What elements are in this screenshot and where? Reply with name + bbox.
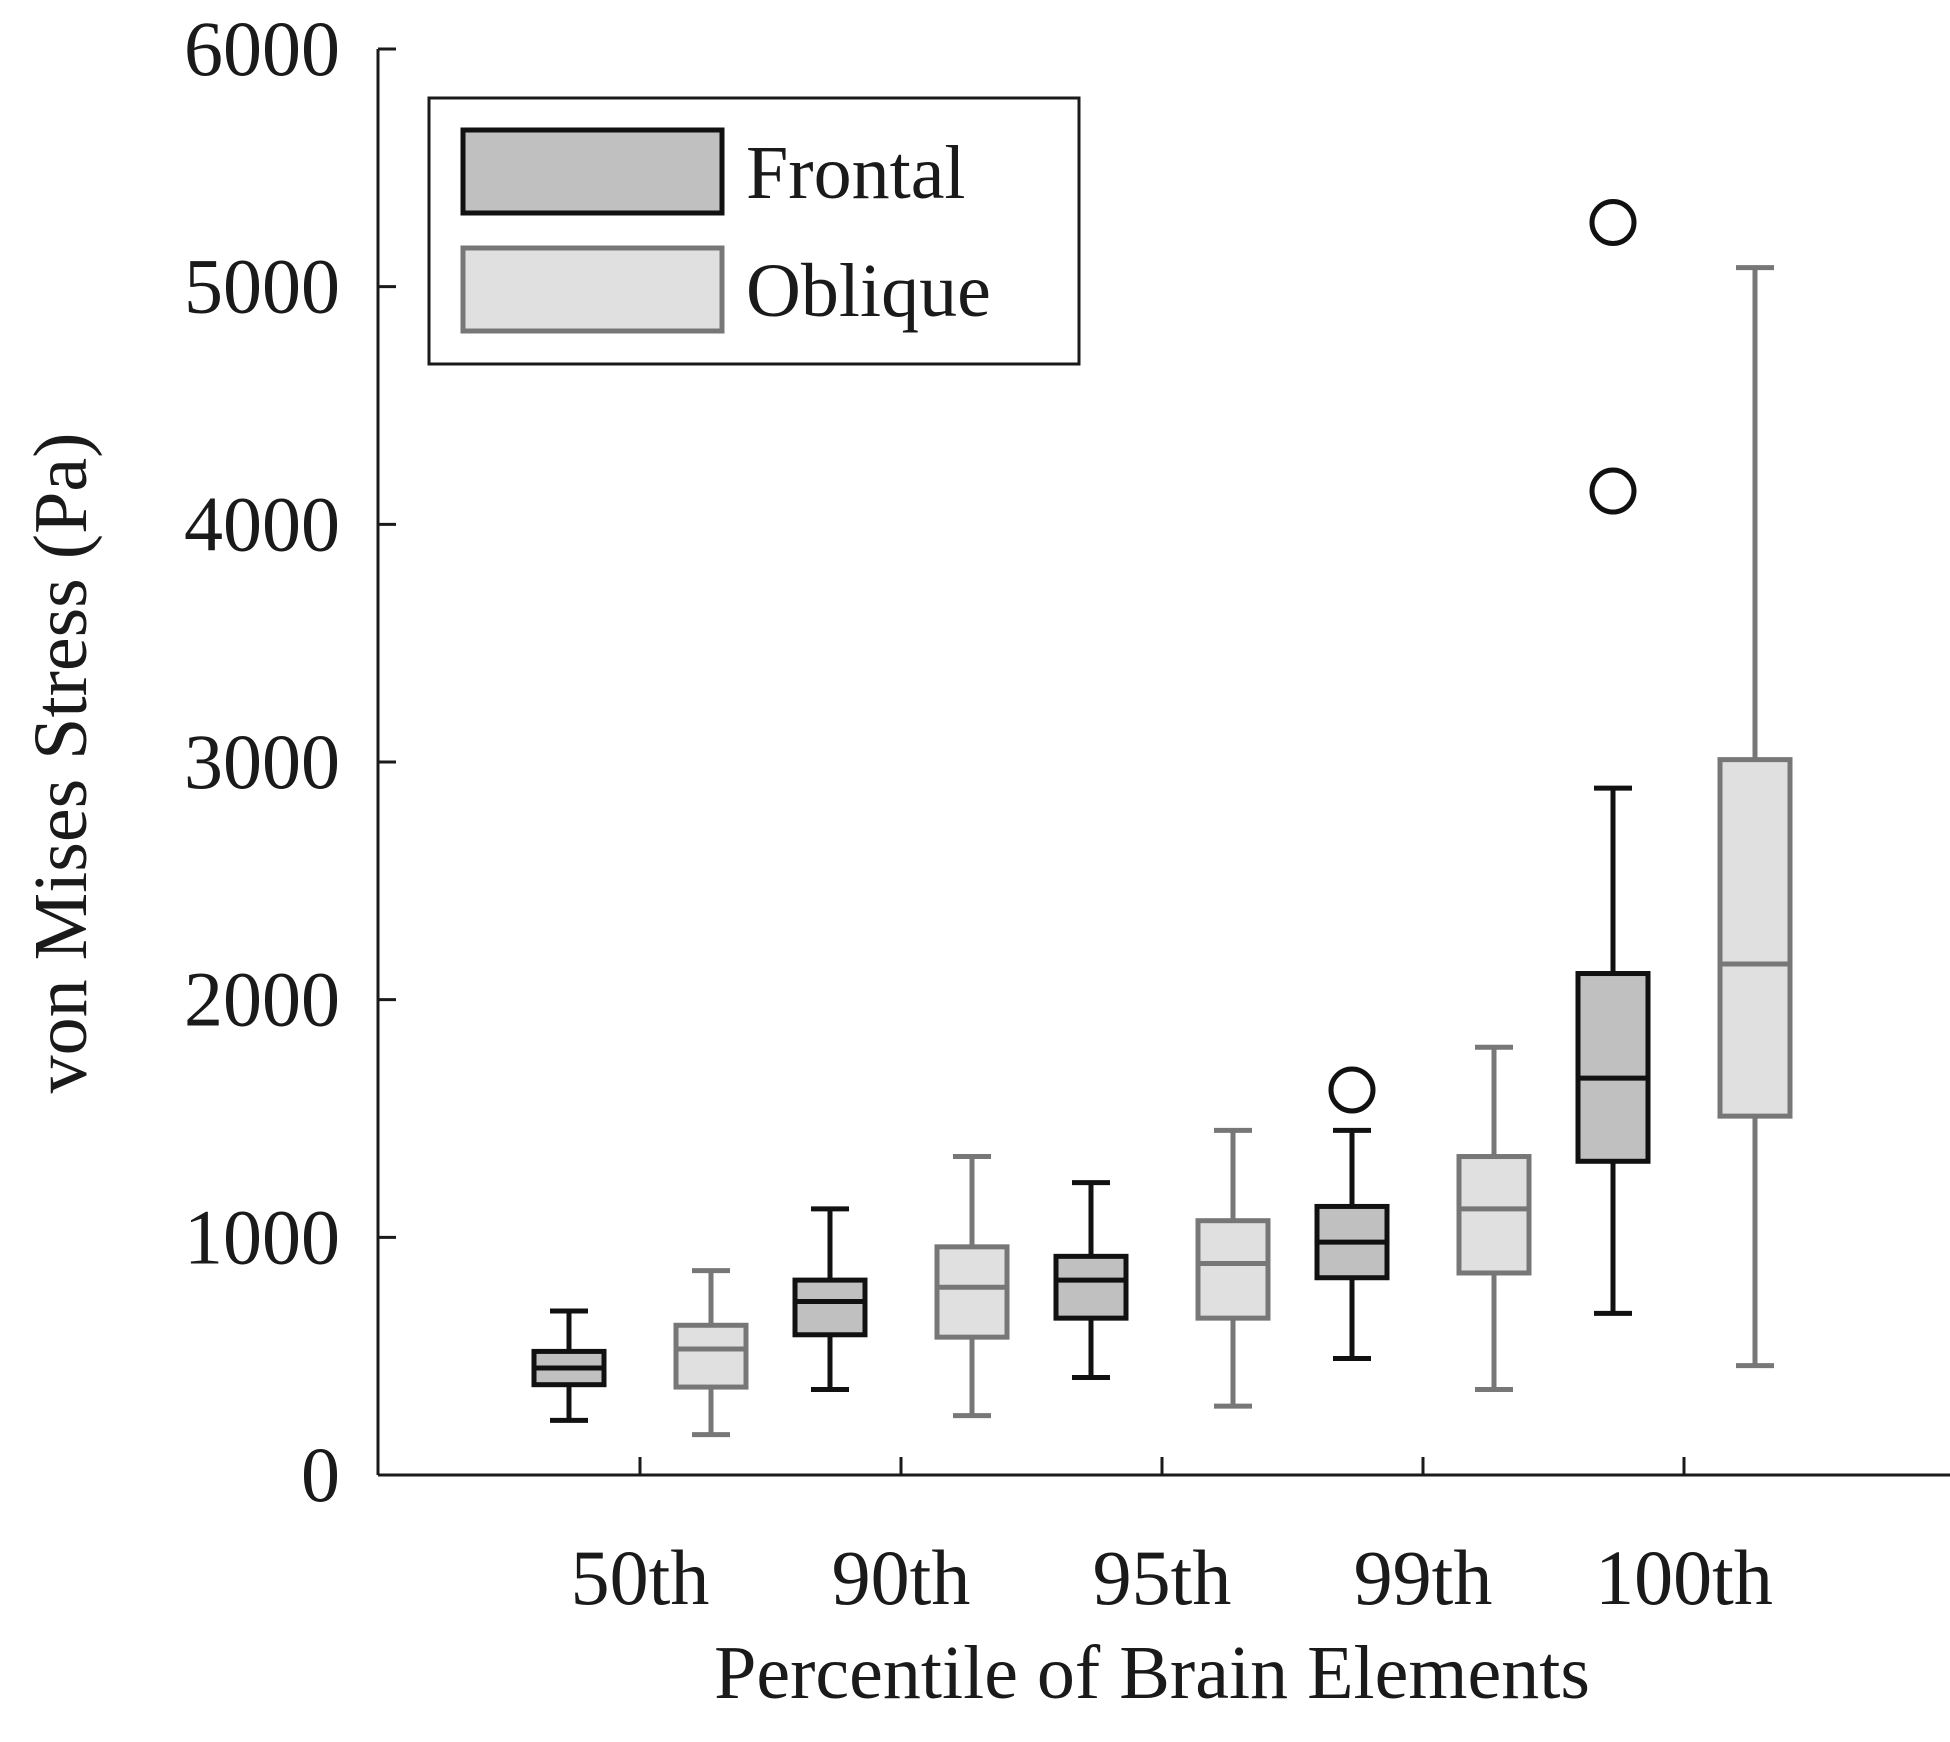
box-frontal-90th	[792, 1206, 868, 1392]
box-oblique-90th	[934, 1154, 1010, 1419]
y-tick-label: 3000	[184, 718, 340, 805]
box-oblique-95th	[1195, 1127, 1271, 1409]
legend-swatch-oblique	[460, 245, 725, 334]
y-tick-label: 4000	[184, 480, 340, 567]
x-axis-title: Percentile of Brain Elements	[714, 1631, 1590, 1715]
legend: Frontal Oblique	[427, 96, 1081, 366]
y-tick-label: 6000	[184, 5, 340, 92]
outlier-point	[1589, 198, 1637, 246]
box-oblique-50th	[673, 1268, 749, 1438]
box-frontal-100th	[1575, 198, 1651, 1316]
x-tick-label: 100th	[1595, 1534, 1773, 1621]
x-tick-label: 90th	[832, 1534, 971, 1621]
x-tick-label: 50th	[571, 1534, 710, 1621]
legend-label-frontal: Frontal	[746, 131, 966, 215]
iqr-box	[792, 1277, 868, 1338]
iqr-box	[1717, 757, 1793, 1119]
iqr-box	[1195, 1218, 1271, 1321]
box-oblique-99th	[1456, 1044, 1532, 1392]
legend-swatch-frontal	[460, 127, 725, 216]
iqr-box	[1575, 971, 1651, 1164]
y-tick-label: 2000	[184, 956, 340, 1043]
box-plot-marks	[531, 198, 1793, 1438]
box-frontal-95th	[1053, 1180, 1129, 1381]
y-tick-label: 1000	[184, 1193, 340, 1280]
iqr-box	[934, 1244, 1010, 1340]
box-frontal-50th	[531, 1308, 607, 1423]
axes: 0 1000 2000 3000 4000 5000 6000 50th 90th 95th 99t…	[184, 5, 1950, 1621]
iqr-box	[673, 1322, 749, 1390]
y-tick-label: 0	[301, 1431, 340, 1518]
y-axis-title: von Mises Stress (Pa)	[19, 433, 103, 1094]
legend-label-oblique: Oblique	[746, 249, 991, 333]
box-oblique-100th	[1717, 265, 1793, 1369]
iqr-box	[1053, 1253, 1129, 1321]
x-tick-label: 95th	[1093, 1534, 1232, 1621]
outlier-point	[1328, 1066, 1376, 1114]
outlier-point	[1589, 467, 1637, 515]
y-tick-label: 5000	[184, 243, 340, 330]
box-frontal-99th	[1314, 1066, 1390, 1362]
x-tick-label: 99th	[1354, 1534, 1493, 1621]
iqr-box	[1456, 1154, 1532, 1276]
